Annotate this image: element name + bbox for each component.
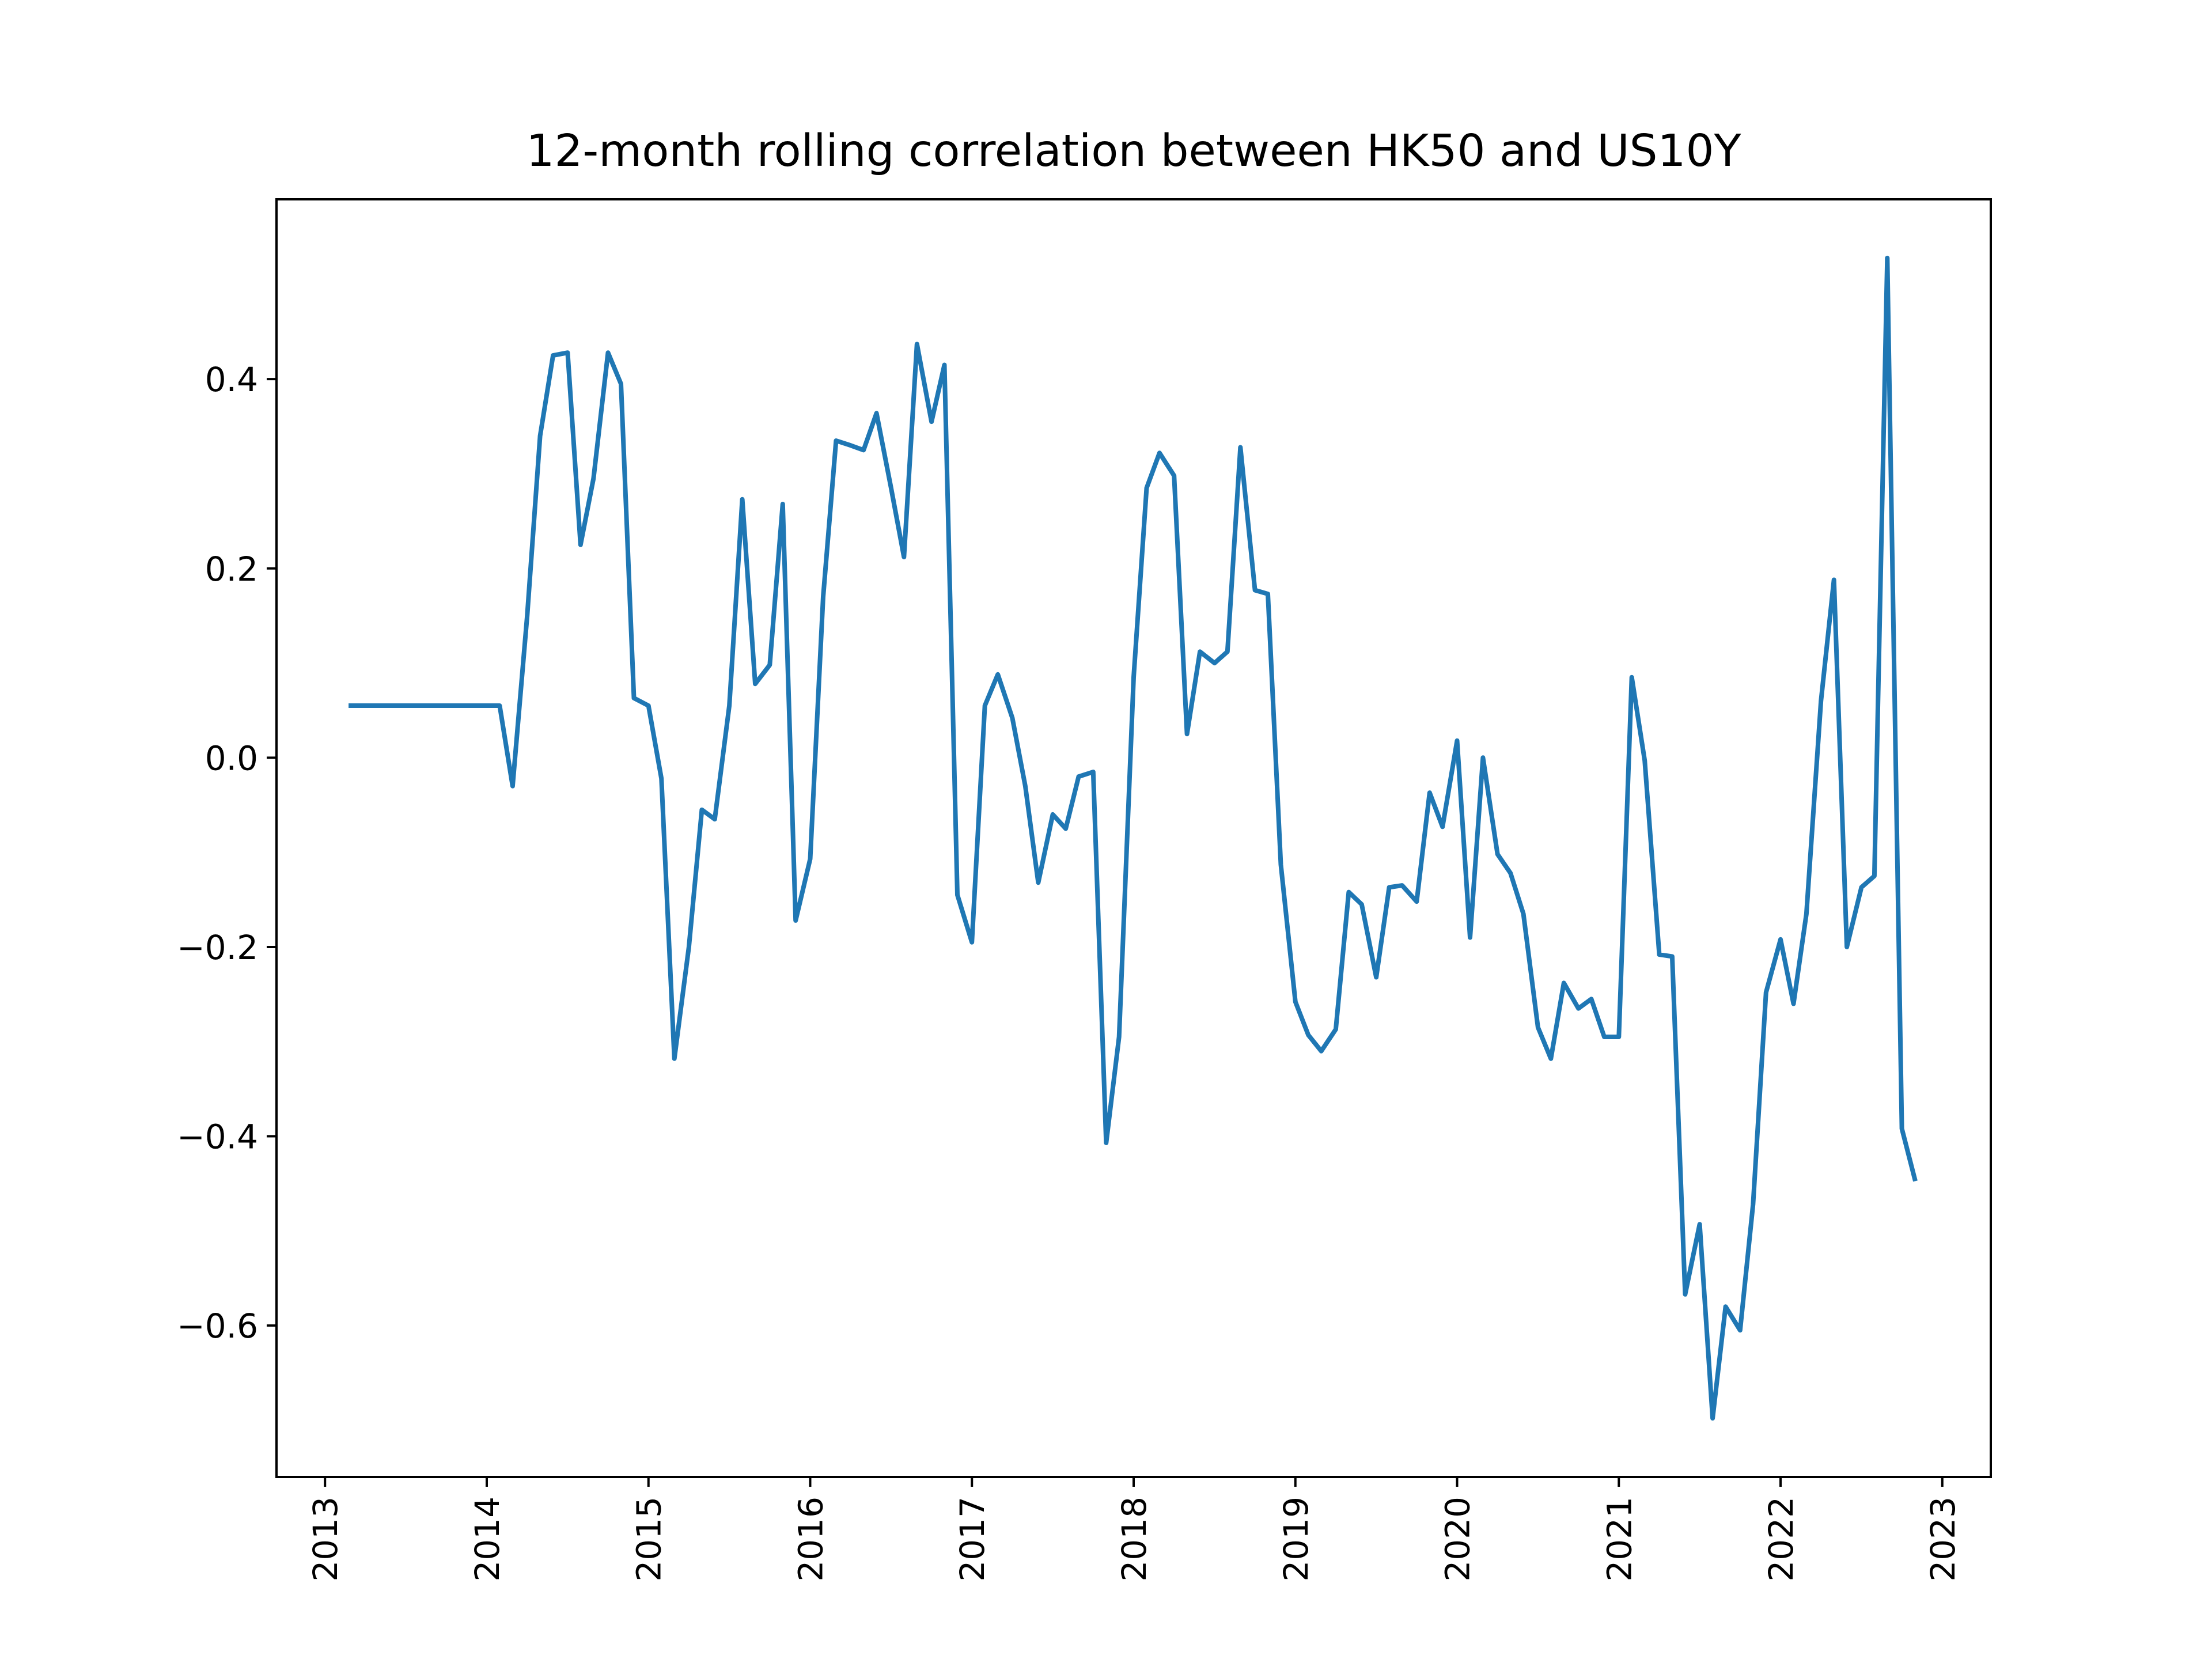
series-group [349,255,1918,1421]
y-tick-label: 0.2 [205,550,258,589]
x-tick-label: 2020 [1438,1497,1478,1582]
x-tick-label: 2014 [468,1497,507,1582]
y-tick-label: 0.4 [205,360,258,399]
x-tick-label: 2023 [1923,1497,1963,1582]
y-tick-label: 0.0 [205,738,258,778]
x-tick-label: 2019 [1277,1497,1316,1582]
chart-title: 12-month rolling correlation between HK5… [526,126,1741,177]
x-tick-label: 2016 [791,1497,830,1582]
y-axis: −0.6 −0.4 −0.2 0.0 0.2 0.4 [177,360,276,1346]
x-tick-label: 2022 [1762,1497,1801,1582]
x-tick-label: 2017 [953,1497,992,1582]
x-tick-label: 2013 [306,1497,345,1582]
x-tick-label: 2021 [1600,1497,1639,1582]
series-line [349,255,1918,1421]
y-tick-label: −0.4 [177,1118,258,1157]
y-tick-label: −0.2 [177,928,258,967]
y-tick-label: −0.6 [177,1306,258,1346]
x-tick-label: 2018 [1115,1497,1154,1582]
x-tick-label: 2015 [630,1497,669,1582]
x-axis: 2013 2014 2015 2016 2017 2018 2019 2020 2021 2022… [306,1477,1963,1582]
